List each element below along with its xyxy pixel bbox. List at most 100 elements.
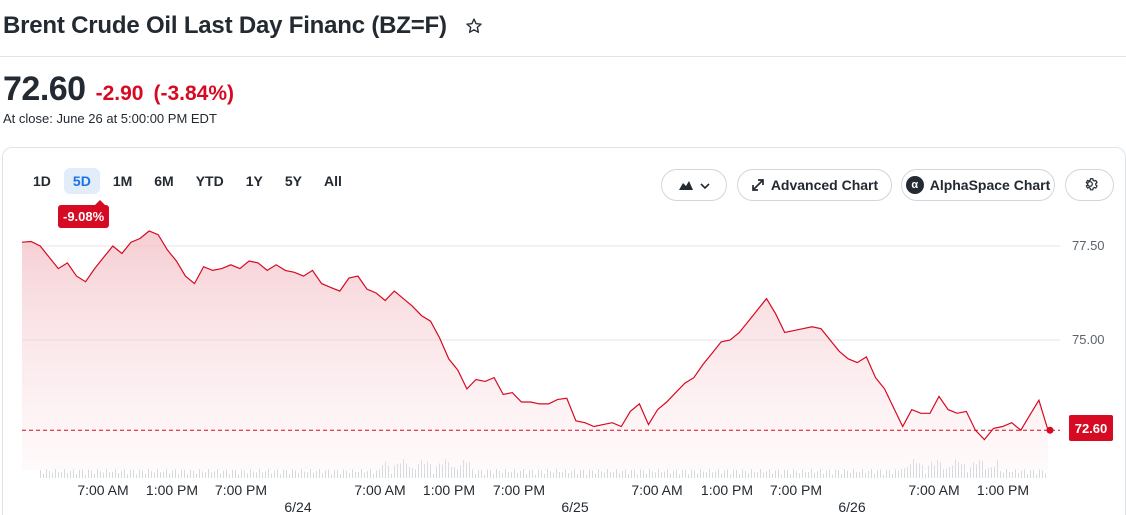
- x-time-label: 1:00 PM: [146, 482, 198, 498]
- volume-bar: [898, 470, 899, 478]
- volume-bar: [541, 470, 542, 478]
- volume-bar: [490, 470, 491, 478]
- volume-bar: [394, 465, 395, 478]
- range-5y[interactable]: 5Y: [284, 173, 302, 189]
- range-6m[interactable]: 6M: [154, 173, 174, 189]
- volume-bar: [79, 470, 80, 478]
- x-time-label: 7:00 PM: [770, 482, 822, 498]
- volume-bar: [706, 472, 707, 478]
- volume-bar: [664, 471, 665, 478]
- volume-bar: [790, 474, 791, 478]
- volume-bar: [838, 470, 839, 478]
- settings-button[interactable]: [1065, 169, 1114, 201]
- volume-bar: [553, 472, 554, 478]
- volume-bar: [433, 473, 434, 478]
- volume-bar: [337, 470, 338, 478]
- volume-bar: [202, 471, 203, 478]
- volume-bar: [448, 462, 449, 478]
- volume-bar: [205, 472, 206, 478]
- volume-bar: [904, 468, 905, 478]
- volume-bar: [598, 469, 599, 478]
- advanced-chart-label: Advanced Chart: [770, 177, 879, 193]
- volume-bar: [568, 473, 569, 478]
- star-icon[interactable]: [463, 15, 485, 37]
- chart-type-button[interactable]: [661, 169, 727, 201]
- volume-bar: [67, 472, 68, 478]
- volume-bar: [814, 472, 815, 478]
- volume-bar: [595, 473, 596, 478]
- volume-bar: [544, 473, 545, 478]
- volume-bar: [190, 469, 191, 478]
- volume-bar: [262, 472, 263, 478]
- volume-bar: [244, 470, 245, 478]
- volume-bar: [238, 474, 239, 478]
- range-1d[interactable]: 1D: [33, 173, 51, 189]
- volume-bar: [133, 469, 134, 478]
- range-ytd[interactable]: YTD: [195, 173, 224, 189]
- volume-bar: [739, 474, 740, 478]
- volume-bar: [886, 469, 887, 478]
- volume-bar: [430, 464, 431, 478]
- volume-bar: [142, 470, 143, 478]
- x-date-labels: 6/24 6/25 6/26: [284, 499, 865, 515]
- volume-bar: [985, 469, 986, 478]
- volume-bar: [520, 470, 521, 478]
- last-price-dot: [1046, 426, 1054, 434]
- alphaspace-chart-button[interactable]: α AlphaSpace Chart: [901, 169, 1055, 201]
- range-1m[interactable]: 1M: [112, 173, 133, 189]
- volume-bar: [223, 470, 224, 478]
- volume-bar: [103, 472, 104, 478]
- volume-bar: [121, 470, 122, 478]
- range-all[interactable]: All: [323, 173, 342, 189]
- volume-bar: [1027, 474, 1028, 478]
- volume-bar: [778, 469, 779, 478]
- volume-bar: [457, 469, 458, 478]
- volume-bar: [637, 474, 638, 478]
- volume-bar: [442, 464, 443, 478]
- volume-bar: [928, 465, 929, 478]
- volume-bar: [556, 469, 557, 478]
- volume-bar: [349, 473, 350, 478]
- volume-bar: [64, 469, 65, 478]
- volume-bar: [460, 465, 461, 478]
- x-time-label: 7:00 PM: [493, 482, 545, 498]
- volume-bar: [853, 469, 854, 478]
- volume-bar: [331, 474, 332, 478]
- volume-bar: [694, 470, 695, 478]
- volume-bars: [40, 459, 1046, 478]
- volume-bar: [334, 469, 335, 478]
- volume-bar: [55, 469, 56, 478]
- volume-bar: [772, 473, 773, 478]
- volume-bar: [574, 469, 575, 478]
- volume-bar: [508, 471, 509, 478]
- advanced-chart-button[interactable]: Advanced Chart: [737, 169, 892, 201]
- volume-bar: [325, 470, 326, 478]
- period-change-badge: -9.08%: [58, 200, 110, 228]
- volume-bar: [607, 469, 608, 478]
- volume-bar: [910, 463, 911, 478]
- x-date-label: 6/25: [561, 499, 588, 515]
- volume-bar: [58, 471, 59, 478]
- volume-bar: [583, 469, 584, 478]
- volume-bar: [1012, 471, 1013, 478]
- volume-bar: [841, 474, 842, 478]
- volume-bar: [1030, 470, 1031, 478]
- volume-bar: [823, 473, 824, 478]
- volume-bar: [346, 470, 347, 478]
- volume-bar: [907, 466, 908, 478]
- volume-bar: [793, 469, 794, 478]
- range-1y[interactable]: 1Y: [245, 173, 263, 189]
- volume-bar: [976, 464, 977, 478]
- volume-bar: [70, 470, 71, 478]
- range-5d[interactable]: 5D: [63, 168, 100, 194]
- volume-bar: [40, 470, 41, 478]
- volume-bar: [415, 469, 416, 478]
- volume-bar: [874, 473, 875, 478]
- volume-bar: [835, 469, 836, 478]
- volume-bar: [1042, 470, 1043, 478]
- volume-bar: [961, 463, 962, 478]
- price-change-percent: (-3.84%): [153, 82, 234, 105]
- volume-bar: [757, 472, 758, 478]
- volume-bar: [817, 471, 818, 478]
